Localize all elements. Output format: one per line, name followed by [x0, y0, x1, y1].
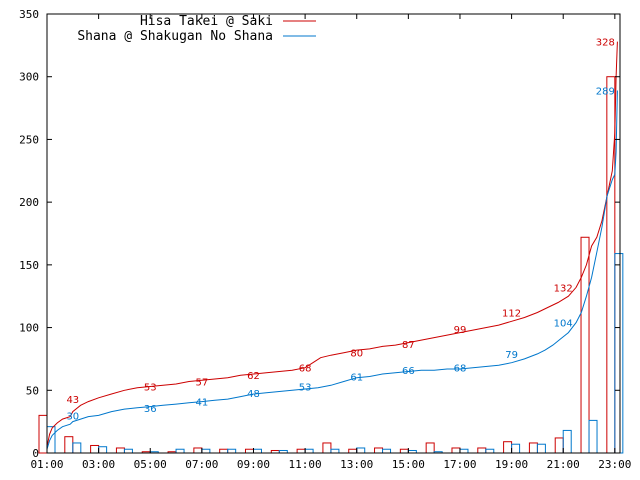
data-label-series-2: 79: [505, 350, 518, 361]
x-tick-label: 19:00: [495, 458, 528, 471]
x-tick-label: 11:00: [289, 458, 322, 471]
bar-series-2: [98, 446, 108, 454]
bar-series-1: [399, 448, 409, 454]
bar-series-1: [64, 436, 74, 454]
bar-series-1: [90, 444, 100, 454]
line-series-2: [46, 90, 618, 450]
x-tick-label: 07:00: [185, 458, 218, 471]
bar-series-1: [374, 447, 384, 454]
bar-series-2: [252, 448, 262, 454]
x-tick-label: 21:00: [547, 458, 580, 471]
x-tick-label: 05:00: [134, 458, 167, 471]
bar-series-2: [536, 443, 546, 454]
bar-series-1: [219, 448, 229, 454]
bar-series-2: [511, 443, 521, 454]
bar-series-2: [201, 448, 211, 454]
bar-series-1: [425, 442, 435, 454]
data-label-series-1: 68: [299, 364, 312, 375]
x-tick-label: 23:00: [598, 458, 631, 471]
data-label-series-1: 57: [195, 378, 208, 389]
data-label-series-1: 53: [144, 383, 157, 394]
bar-series-1: [296, 448, 306, 454]
bar-series-2: [227, 448, 237, 454]
data-label-series-1: 87: [402, 340, 415, 351]
lines-layer: [46, 41, 618, 450]
legend-label-series-1: Hisa Takei @ Saki: [140, 14, 273, 29]
y-tick-label: 350: [19, 8, 39, 21]
data-label-series-1: 328: [596, 38, 615, 49]
data-label-series-1: 99: [454, 325, 467, 336]
data-label-series-2: 68: [454, 364, 467, 375]
data-label-series-1: 132: [554, 283, 573, 294]
bar-series-1: [38, 414, 48, 454]
x-tick-label: 17:00: [443, 458, 476, 471]
x-tick-label: 13:00: [340, 458, 373, 471]
bar-series-1: [115, 447, 125, 454]
bar-series-1: [348, 448, 358, 454]
data-label-series-2: 53: [299, 383, 312, 394]
bar-series-2: [588, 419, 598, 454]
bar-series-2: [304, 448, 314, 454]
x-tick-label: 03:00: [82, 458, 115, 471]
plot-frame: [46, 13, 621, 454]
bar-series-1: [554, 437, 564, 454]
bar-series-1: [451, 447, 461, 454]
bar-series-2: [614, 253, 624, 454]
y-tick-label: 50: [26, 384, 39, 397]
data-label-series-2: 104: [554, 319, 573, 330]
data-label-series-1: 43: [66, 395, 79, 406]
bar-series-1: [193, 447, 203, 454]
x-tick-label: 01:00: [30, 458, 63, 471]
bar-series-1: [606, 76, 616, 454]
bar-series-2: [330, 448, 340, 454]
line-series-1: [46, 41, 618, 447]
data-labels-layer: 43 53 57 62 68 80 87 99 112 132 328 30 36 41 48 53 61 66 6…: [66, 38, 614, 423]
legend: Hisa Takei @ Saki Shana @ Shakugan No Sh…: [77, 14, 316, 44]
bar-series-2: [356, 447, 366, 454]
data-label-series-1: 62: [247, 371, 260, 382]
bar-series-1: [503, 441, 513, 454]
bar-series-2: [485, 448, 495, 454]
bar-series-1: [322, 442, 332, 454]
axes-layer: 0 50 100 150 200 250 300 350 01:00 03:00 05:00 07:0…: [19, 8, 631, 471]
y-tick-label: 300: [19, 71, 39, 84]
data-label-series-2: 289: [596, 87, 615, 98]
data-label-series-1: 80: [350, 349, 363, 360]
bar-series-2: [382, 448, 392, 454]
bars-layer: [38, 76, 624, 454]
x-tick-label: 09:00: [237, 458, 270, 471]
y-tick-label: 0: [32, 447, 39, 460]
data-label-series-2: 36: [144, 404, 157, 415]
data-label-series-1: 112: [502, 309, 521, 320]
data-label-series-2: 66: [402, 366, 415, 377]
legend-label-series-2: Shana @ Shakugan No Shana: [77, 29, 273, 44]
bar-series-2: [123, 448, 133, 454]
bar-series-2: [459, 448, 469, 454]
y-tick-label: 200: [19, 196, 39, 209]
data-label-series-2: 61: [350, 372, 363, 383]
data-label-series-2: 41: [195, 398, 208, 409]
data-label-series-2: 48: [247, 389, 260, 400]
bar-series-1: [477, 447, 487, 454]
bar-series-2: [562, 429, 572, 454]
bar-series-1: [528, 442, 538, 454]
bar-series-2: [72, 442, 82, 454]
bar-series-2: [175, 448, 185, 454]
y-tick-label: 250: [19, 133, 39, 146]
data-label-series-2: 30: [66, 411, 79, 422]
bar-series-1: [580, 236, 590, 454]
y-tick-label: 100: [19, 322, 39, 335]
bar-series-1: [244, 448, 254, 454]
y-tick-label: 150: [19, 259, 39, 272]
x-tick-label: 15:00: [392, 458, 425, 471]
